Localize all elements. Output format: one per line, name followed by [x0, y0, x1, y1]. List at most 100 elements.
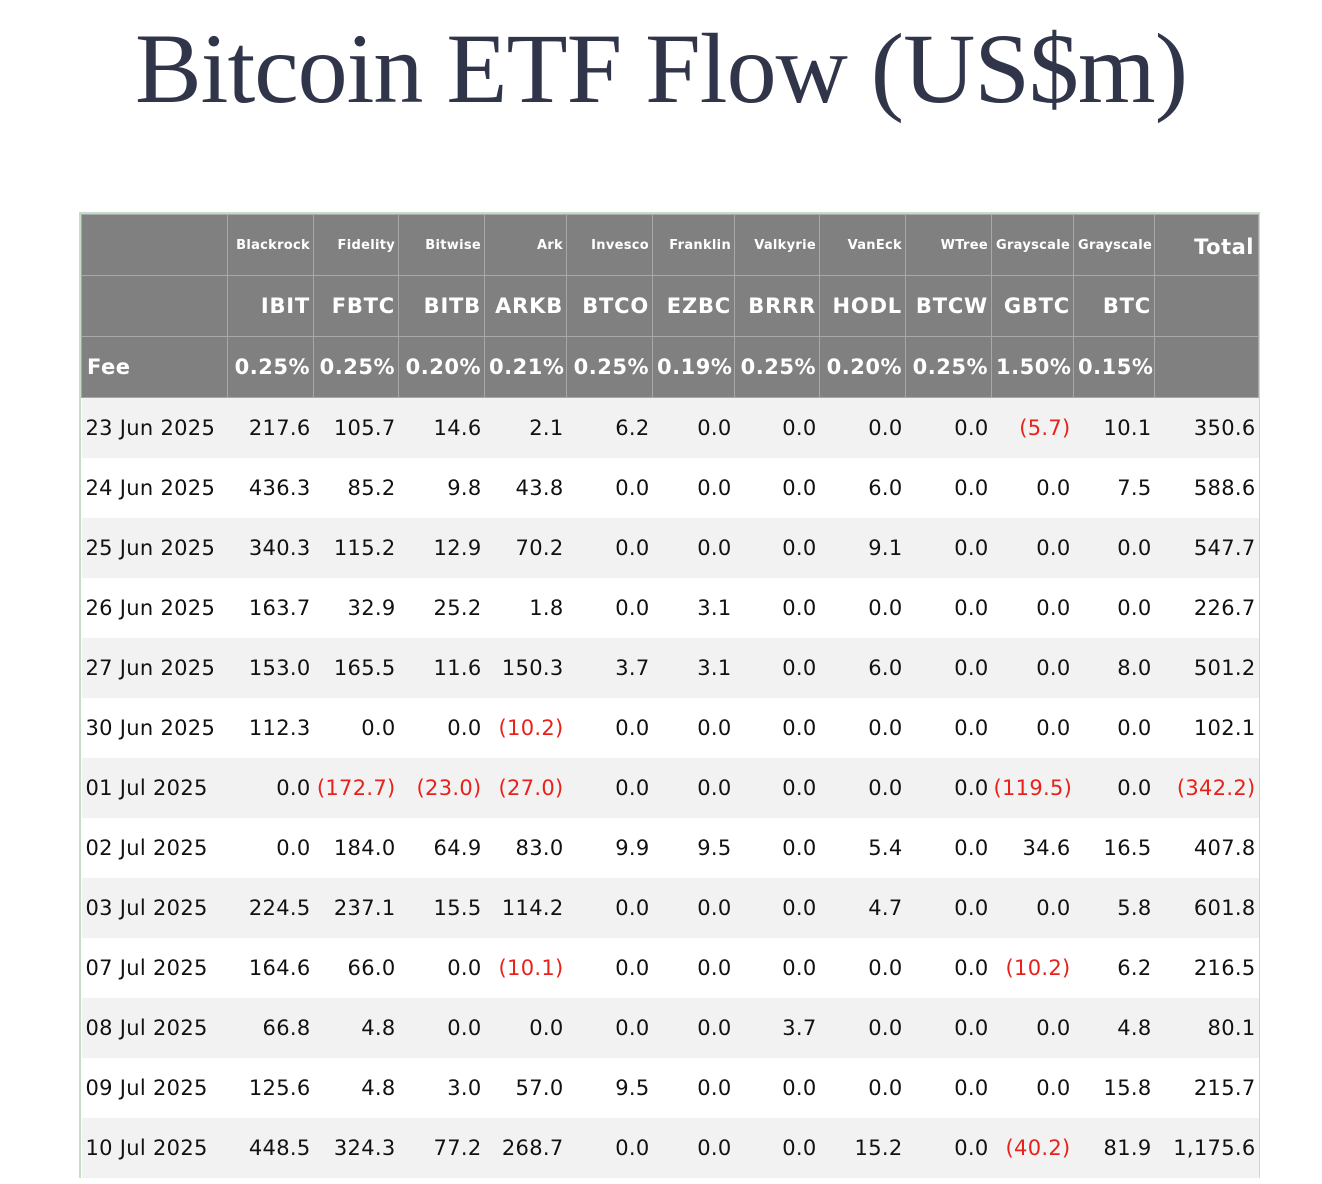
- date-cell: 27 Jun 2025: [81, 638, 228, 698]
- flow-cell-hodl: 0.0: [819, 698, 906, 758]
- flow-cell-btcw: 0.0: [905, 938, 992, 998]
- flow-cell-bitb: 0.0: [398, 938, 485, 998]
- flow-cell-brrr: 3.7: [734, 998, 820, 1058]
- flow-cell-arkb: 2.1: [484, 397, 567, 458]
- flow-cell-arkb: (10.2): [484, 698, 567, 758]
- flow-cell-ezbc: 0.0: [652, 1058, 735, 1118]
- flow-cell-fbtc: (172.7): [313, 758, 399, 818]
- flow-cell-btco: 0.0: [566, 698, 653, 758]
- table-row: 25 Jun 2025 340.3 115.2 12.9 70.2 0.0 0.0 0.0 9.…: [81, 518, 1259, 578]
- flow-cell-btco: 9.9: [566, 818, 653, 878]
- fee-header-btcw: 0.25%: [905, 336, 992, 398]
- fee-header-brrr: 0.25%: [734, 336, 820, 398]
- flow-cell-btc: 0.0: [1073, 698, 1155, 758]
- flow-cell-fbtc: 105.7: [313, 397, 399, 458]
- date-cell: 01 Jul 2025: [81, 758, 228, 818]
- page-title: Bitcoin ETF Flow (US$m): [134, 13, 1188, 124]
- total-cell: 102.1: [1154, 698, 1259, 758]
- flow-cell-btc: 15.8: [1073, 1058, 1155, 1118]
- flow-cell-btcw: 0.0: [905, 878, 992, 938]
- fee-header-row: Fee 0.25% 0.25% 0.20% 0.21% 0.25% 0.19% 0.25% 0…: [81, 336, 1259, 398]
- flow-cell-btc: 4.8: [1073, 998, 1155, 1058]
- flow-cell-brrr: 0.0: [734, 578, 820, 638]
- total-cell: 80.1: [1154, 998, 1259, 1058]
- flow-cell-bitb: 0.0: [398, 998, 485, 1058]
- flow-cell-gbtc: 0.0: [991, 1058, 1074, 1118]
- flow-cell-gbtc: (119.5): [991, 758, 1074, 818]
- flow-cell-btco: 3.7: [566, 638, 653, 698]
- flow-cell-ezbc: 0.0: [652, 518, 735, 578]
- flow-cell-btcw: 0.0: [905, 397, 992, 458]
- table-row: 24 Jun 2025 436.3 85.2 9.8 43.8 0.0 0.0 0.0 6.0 0…: [81, 458, 1259, 518]
- flow-cell-brrr: 0.0: [734, 1118, 820, 1178]
- flow-cell-ezbc: 0.0: [652, 458, 735, 518]
- issuer-header-fbtc: Fidelity: [313, 214, 399, 276]
- flow-cell-ibit: 224.5: [227, 878, 314, 938]
- flow-cell-ezbc: 3.1: [652, 578, 735, 638]
- table-row: 10 Jul 2025 448.5 324.3 77.2 268.7 0.0 0.0 0.0 1…: [81, 1118, 1259, 1178]
- flow-cell-gbtc: (5.7): [991, 397, 1074, 458]
- flow-cell-fbtc: 32.9: [313, 578, 399, 638]
- issuer-header-row: Blackrock Fidelity Bitwise Ark Invesco Frankl…: [81, 214, 1259, 276]
- flow-cell-hodl: 6.0: [819, 458, 906, 518]
- flow-cell-btcw: 0.0: [905, 638, 992, 698]
- flow-cell-bitb: 0.0: [398, 698, 485, 758]
- fee-header-btc: 0.15%: [1073, 336, 1155, 398]
- fee-header-hodl: 0.20%: [819, 336, 906, 398]
- flow-cell-gbtc: (10.2): [991, 938, 1074, 998]
- flow-cell-arkb: 83.0: [484, 818, 567, 878]
- flow-cell-hodl: 6.0: [819, 638, 906, 698]
- flow-cell-fbtc: 324.3: [313, 1118, 399, 1178]
- flow-cell-bitb: 15.5: [398, 878, 485, 938]
- etf-flow-table: Blackrock Fidelity Bitwise Ark Invesco Frankl…: [81, 214, 1259, 1178]
- flow-cell-arkb: 150.3: [484, 638, 567, 698]
- flow-cell-btco: 0.0: [566, 758, 653, 818]
- flow-cell-ezbc: 0.0: [652, 938, 735, 998]
- flow-cell-btco: 6.2: [566, 397, 653, 458]
- issuer-header-btc: Grayscale: [1073, 214, 1155, 276]
- flow-cell-brrr: 0.0: [734, 458, 820, 518]
- ticker-header-hodl: HODL: [819, 275, 906, 337]
- flow-cell-btc: 6.2: [1073, 938, 1155, 998]
- flow-cell-ibit: 164.6: [227, 938, 314, 998]
- flow-cell-brrr: 0.0: [734, 938, 820, 998]
- flow-cell-bitb: 3.0: [398, 1058, 485, 1118]
- total-cell: (342.2): [1154, 758, 1259, 818]
- flow-cell-btco: 0.0: [566, 1118, 653, 1178]
- flow-cell-btcw: 0.0: [905, 578, 992, 638]
- fee-header-btco: 0.25%: [566, 336, 653, 398]
- flow-cell-bitb: 9.8: [398, 458, 485, 518]
- corner-cell: [81, 275, 228, 337]
- flow-cell-btc: 7.5: [1073, 458, 1155, 518]
- date-cell: 10 Jul 2025: [81, 1118, 228, 1178]
- flow-cell-btcw: 0.0: [905, 758, 992, 818]
- etf-flow-table-container: Blackrock Fidelity Bitwise Ark Invesco Frankl…: [79, 212, 1260, 1178]
- table-row: 30 Jun 2025 112.3 0.0 0.0 (10.2) 0.0 0.0 0.0 0.0…: [81, 698, 1259, 758]
- flow-cell-fbtc: 0.0: [313, 698, 399, 758]
- flow-cell-brrr: 0.0: [734, 518, 820, 578]
- flow-cell-ibit: 125.6: [227, 1058, 314, 1118]
- flow-cell-ezbc: 3.1: [652, 638, 735, 698]
- flow-cell-fbtc: 66.0: [313, 938, 399, 998]
- ticker-header-btcw: BTCW: [905, 275, 992, 337]
- flow-cell-gbtc: 0.0: [991, 578, 1074, 638]
- flow-cell-brrr: 0.0: [734, 818, 820, 878]
- flow-cell-btco: 0.0: [566, 878, 653, 938]
- flow-cell-ibit: 0.0: [227, 818, 314, 878]
- date-cell: 08 Jul 2025: [81, 998, 228, 1058]
- flow-cell-ezbc: 0.0: [652, 998, 735, 1058]
- flow-cell-ibit: 112.3: [227, 698, 314, 758]
- flow-cell-bitb: 11.6: [398, 638, 485, 698]
- flow-cell-arkb: 43.8: [484, 458, 567, 518]
- flow-cell-brrr: 0.0: [734, 878, 820, 938]
- date-cell: 24 Jun 2025: [81, 458, 228, 518]
- issuer-header-brrr: Valkyrie: [734, 214, 820, 276]
- flow-cell-btcw: 0.0: [905, 998, 992, 1058]
- total-cell: 407.8: [1154, 818, 1259, 878]
- flow-cell-bitb: 64.9: [398, 818, 485, 878]
- table-row: 02 Jul 2025 0.0 184.0 64.9 83.0 9.9 9.5 0.0 5.4 0…: [81, 818, 1259, 878]
- flow-cell-arkb: 0.0: [484, 998, 567, 1058]
- date-cell: 07 Jul 2025: [81, 938, 228, 998]
- flow-cell-gbtc: 34.6: [991, 818, 1074, 878]
- flow-cell-btco: 0.0: [566, 998, 653, 1058]
